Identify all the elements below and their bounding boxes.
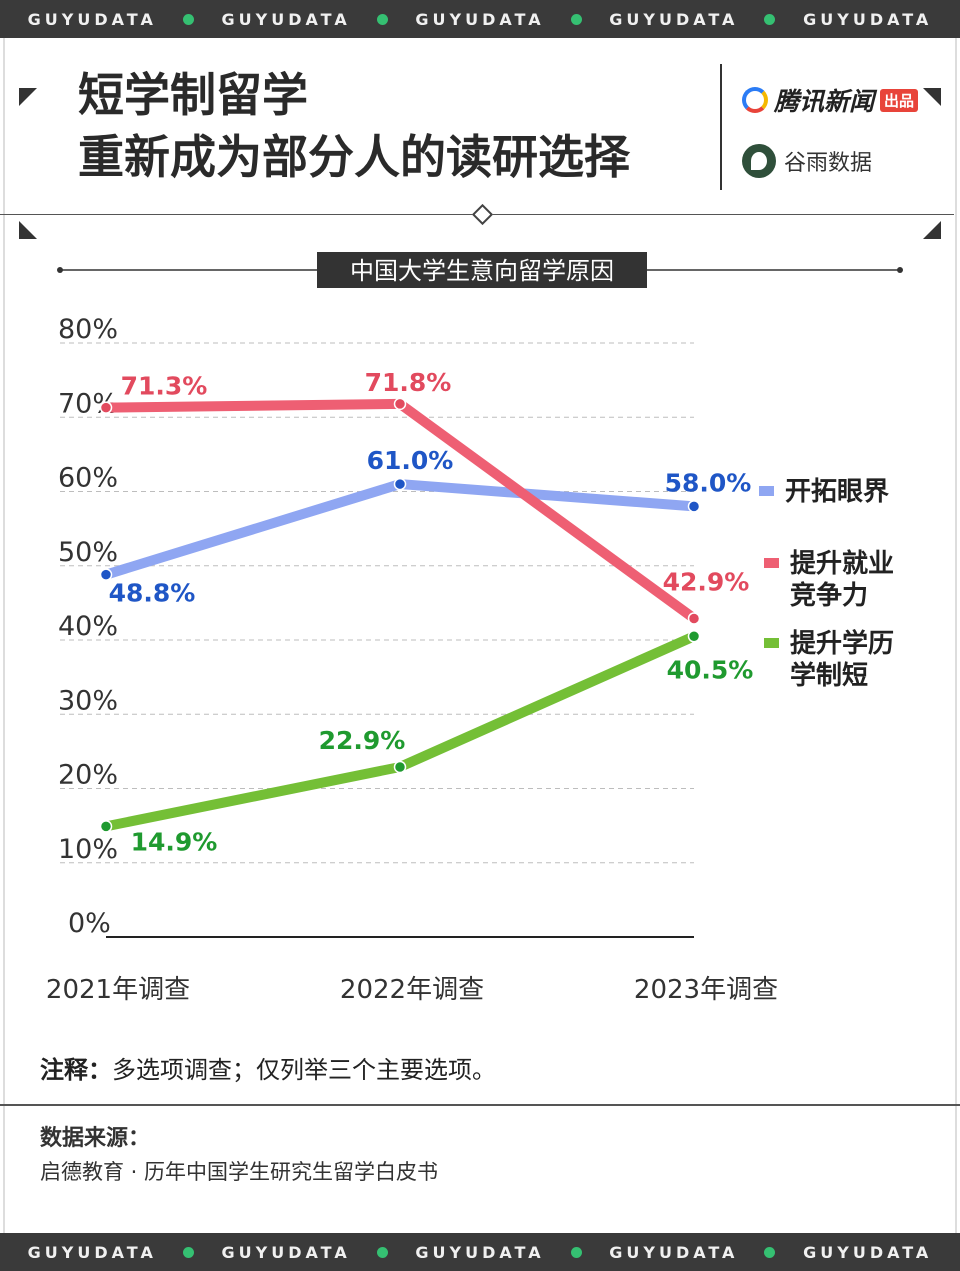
title-divider: [720, 64, 722, 190]
banner-word: GUYUDATA: [609, 9, 739, 29]
data-label: 48.8%: [109, 579, 196, 608]
banner-word: GUYUDATA: [27, 1242, 157, 1262]
y-tick-label: 30%: [58, 685, 118, 716]
banner-dot-icon: [570, 13, 582, 25]
x-tick-label: 2022年调查: [340, 975, 484, 1005]
banner-item: GUYUDATA: [609, 9, 776, 29]
banner-word: GUYUDATA: [609, 1242, 739, 1262]
data-label: 61.0%: [367, 446, 454, 475]
banner-dot-icon: [764, 13, 776, 25]
y-tick-label: 20%: [58, 760, 118, 791]
corner-mark: [923, 88, 941, 106]
chart-title: 中国大学生意向留学原因: [350, 257, 614, 285]
brand1-tag: 出品: [880, 88, 919, 112]
legend-label: 学制短: [790, 660, 868, 691]
banner-word: GUYUDATA: [415, 9, 545, 29]
legend-label: 竞争力: [790, 580, 868, 611]
note-label: 注释：: [40, 1056, 112, 1084]
legend-swatch: [764, 638, 779, 648]
bird-logo-icon: [742, 144, 776, 178]
legend-label: 开拓眼界: [785, 477, 889, 507]
data-point: [687, 630, 701, 643]
banner-item: GUYUDATA: [803, 10, 932, 29]
banner-dot-icon: [376, 1246, 388, 1258]
data-label: 58.0%: [665, 468, 752, 497]
banner-word: GUYUDATA: [803, 9, 933, 29]
x-tick-label: 2021年调查: [46, 975, 190, 1005]
banner-word: GUYUDATA: [803, 1242, 933, 1262]
banner-dot-icon: [182, 13, 194, 25]
banner-dot-icon: [376, 13, 388, 25]
y-tick-label: 40%: [58, 611, 118, 642]
chart-note: 注释：多选项调查；仅列举三个主要选项。: [40, 1050, 496, 1085]
data-label: 42.9%: [663, 567, 750, 596]
page-title: 短学制留学 重新成为部分人的读研选择: [78, 64, 630, 188]
banner-word: GUYUDATA: [415, 1242, 545, 1262]
banner-item: GUYUDATA: [28, 1243, 194, 1262]
brand2-name: 谷雨数据: [784, 151, 873, 176]
data-label: 40.5%: [667, 655, 754, 684]
content-frame: [3, 38, 957, 1233]
data-label: 14.9%: [131, 827, 218, 856]
banner-item: GUYUDATA: [803, 1243, 932, 1262]
data-label: 71.3%: [121, 372, 208, 401]
banner-item: GUYUDATA: [222, 1243, 388, 1262]
data-point: [99, 401, 113, 414]
legend-swatch: [759, 486, 774, 496]
banner-item: GUYUDATA: [609, 1242, 776, 1262]
corner-mark: [19, 221, 37, 239]
corner-mark: [19, 88, 37, 106]
y-tick-label: 10%: [58, 834, 118, 865]
top-banner: GUYUDATA GUYUDATA GUYUDATA GUYUDATA GUYUDATA: [0, 0, 960, 38]
guyu-data-brand: 谷雨数据: [742, 144, 872, 178]
chart-title-box: [317, 252, 647, 288]
legend-label: 提升学历: [790, 628, 894, 659]
y-tick-label: 50%: [58, 537, 118, 568]
series-line: [101, 479, 699, 580]
rule-end-dot: [897, 267, 903, 273]
title-line-2: 重新成为部分人的读研选择: [78, 130, 630, 184]
tencent-news-logo-icon: [742, 87, 768, 113]
note-text: 多选项调查；仅列举三个主要选项。: [112, 1056, 496, 1084]
data-label: 71.8%: [365, 368, 452, 397]
source-text: 启德教育 · 历年中国学生研究生留学白皮书: [40, 1160, 439, 1184]
bottom-banner: GUYUDATA GUYUDATA GUYUDATA GUYUDATA GUYUDATA: [0, 1233, 960, 1271]
data-point: [393, 760, 407, 774]
banner-dot-icon: [764, 1246, 776, 1258]
banner-word: GUYUDATA: [221, 1242, 351, 1262]
y-tick-label: 0%: [68, 908, 111, 939]
tencent-news-brand: 腾讯新闻 出品: [742, 82, 919, 118]
banner-item: GUYUDATA: [415, 9, 582, 29]
banner-item: GUYUDATA: [415, 1242, 582, 1262]
rule-end-dot: [57, 267, 63, 273]
line-chart: 中国大学生意向留学原因0%10%20%30%40%50%60%70%80%202…: [46, 252, 903, 1005]
footer-rule: [0, 1104, 960, 1106]
data-point: [393, 477, 407, 491]
data-point: [99, 568, 113, 581]
x-tick-label: 2023年调查: [634, 975, 778, 1005]
banner-dot-icon: [570, 1246, 582, 1258]
banner-item: GUYUDATA: [28, 10, 194, 29]
banner-word: GUYUDATA: [221, 9, 351, 29]
legend-swatch: [764, 558, 779, 568]
data-point: [99, 820, 113, 833]
brand1-name: 腾讯新闻: [774, 87, 875, 116]
banner-item: GUYUDATA: [222, 10, 388, 29]
banner-dot-icon: [182, 1246, 194, 1258]
legend-label: 提升就业: [790, 549, 894, 579]
source-label: 数据来源：: [40, 1126, 151, 1151]
data-point: [687, 500, 701, 513]
data-point: [687, 612, 701, 625]
corner-mark: [923, 221, 941, 239]
data-point: [393, 397, 407, 411]
y-tick-label: 60%: [58, 463, 118, 494]
title-line-1: 短学制留学: [78, 68, 308, 122]
banner-word: GUYUDATA: [27, 9, 157, 29]
data-label: 22.9%: [319, 726, 406, 755]
y-tick-label: 80%: [58, 314, 118, 345]
